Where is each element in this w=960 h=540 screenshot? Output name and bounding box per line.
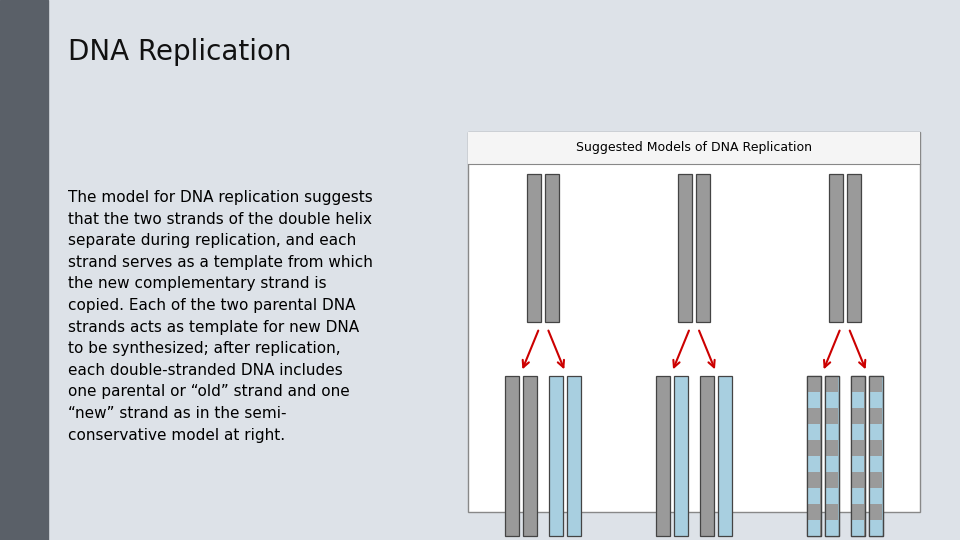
Bar — [678, 174, 692, 322]
Bar — [852, 392, 864, 408]
Bar — [852, 424, 864, 440]
Bar — [826, 520, 838, 536]
Bar — [567, 376, 582, 536]
Bar — [674, 376, 688, 536]
Bar — [826, 440, 838, 456]
Text: The model for DNA replication suggests
that the two strands of the double helix
: The model for DNA replication suggests t… — [68, 190, 372, 443]
Bar — [807, 376, 820, 392]
Bar — [718, 376, 732, 536]
Bar — [0, 0, 48, 540]
Bar — [807, 520, 820, 536]
Bar — [826, 424, 838, 440]
Bar — [826, 472, 838, 488]
Bar — [851, 376, 865, 536]
Bar — [852, 472, 864, 488]
Bar — [826, 488, 838, 504]
Bar — [852, 520, 864, 536]
Bar — [847, 174, 861, 322]
Bar — [869, 376, 882, 536]
Bar — [826, 504, 838, 520]
Bar — [869, 392, 882, 408]
Bar — [825, 376, 839, 536]
Bar — [869, 376, 882, 392]
Bar — [825, 376, 839, 536]
Bar — [869, 376, 882, 536]
Bar — [545, 174, 560, 322]
Bar — [468, 132, 920, 512]
Bar — [656, 376, 670, 536]
Bar — [807, 424, 820, 440]
Bar — [852, 408, 864, 424]
Bar — [869, 408, 882, 424]
Bar — [523, 376, 538, 536]
Bar — [852, 440, 864, 456]
Bar — [826, 456, 838, 472]
Bar — [826, 392, 838, 408]
Bar — [696, 174, 710, 322]
Bar — [807, 440, 820, 456]
Bar — [869, 488, 882, 504]
Bar — [807, 392, 820, 408]
Bar — [826, 408, 838, 424]
Bar — [549, 376, 564, 536]
Bar — [468, 132, 920, 164]
Bar — [826, 376, 838, 392]
Bar — [869, 472, 882, 488]
Bar — [828, 174, 843, 322]
Bar — [869, 456, 882, 472]
Bar — [527, 174, 541, 322]
Bar — [807, 456, 820, 472]
Bar — [807, 504, 820, 520]
Bar — [851, 376, 865, 536]
Bar — [869, 504, 882, 520]
Bar — [505, 376, 519, 536]
Bar — [806, 376, 821, 536]
Bar — [807, 488, 820, 504]
Bar — [869, 424, 882, 440]
Bar — [869, 520, 882, 536]
Text: Suggested Models of DNA Replication: Suggested Models of DNA Replication — [576, 141, 812, 154]
Bar — [852, 488, 864, 504]
Bar — [807, 472, 820, 488]
Bar — [852, 504, 864, 520]
Bar — [852, 456, 864, 472]
Text: DNA Replication: DNA Replication — [68, 38, 292, 66]
Bar — [807, 408, 820, 424]
Bar — [700, 376, 714, 536]
Bar — [806, 376, 821, 536]
Bar — [852, 376, 864, 392]
Bar — [869, 440, 882, 456]
